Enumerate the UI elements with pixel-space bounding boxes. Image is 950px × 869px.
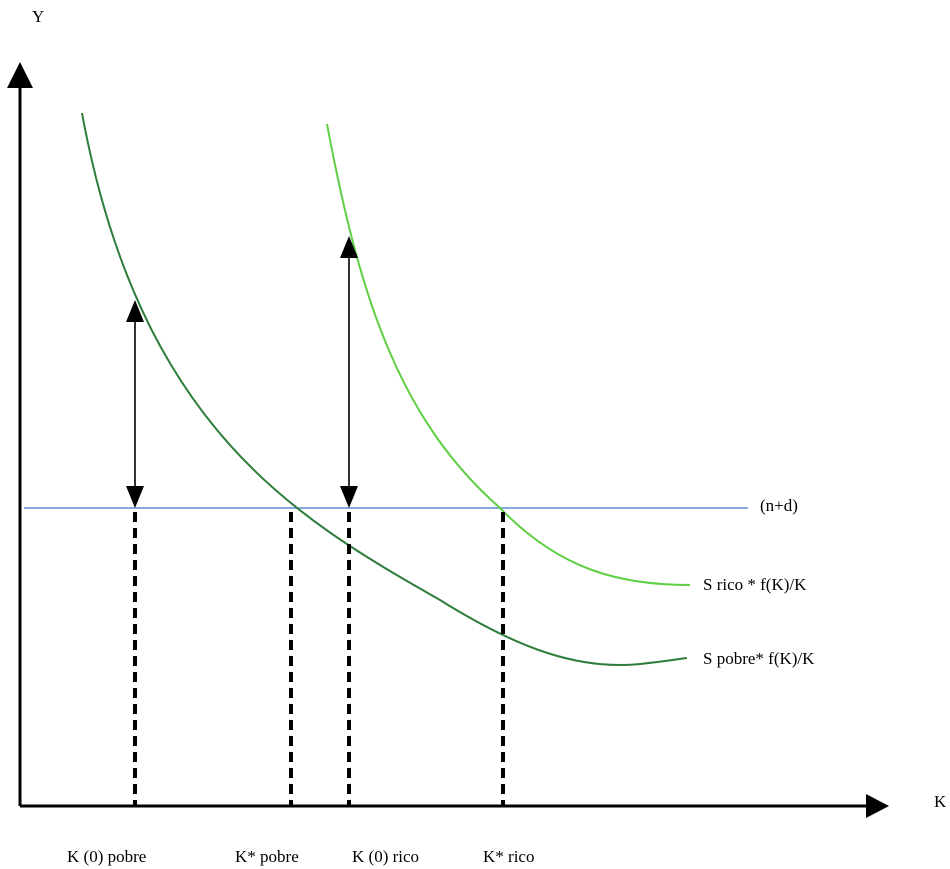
x-axis-arrowhead [866, 794, 889, 818]
poor-arrow-up [126, 300, 144, 322]
rich-arrow-up [340, 236, 358, 258]
rich-savings-curve [326, 123, 691, 586]
poor-savings-curve [81, 112, 688, 667]
n-plus-d-label: (n+d) [760, 496, 798, 515]
rich-curve-label: S rico * f(K)/K [703, 575, 807, 594]
kstar-poor-label: K* pobre [235, 847, 299, 866]
kstar-rich-label: K* rico [483, 847, 534, 866]
poor-arrow-down [126, 486, 144, 508]
y-axis-label: Y [32, 7, 44, 26]
rich-arrow-down [340, 486, 358, 508]
y-axis-arrowhead [7, 62, 33, 88]
k0-poor-label: K (0) pobre [67, 847, 146, 866]
k0-rich-label: K (0) rico [352, 847, 419, 866]
x-axis-label: K [934, 792, 947, 811]
poor-curve-label: S pobre* f(K)/K [703, 649, 815, 668]
